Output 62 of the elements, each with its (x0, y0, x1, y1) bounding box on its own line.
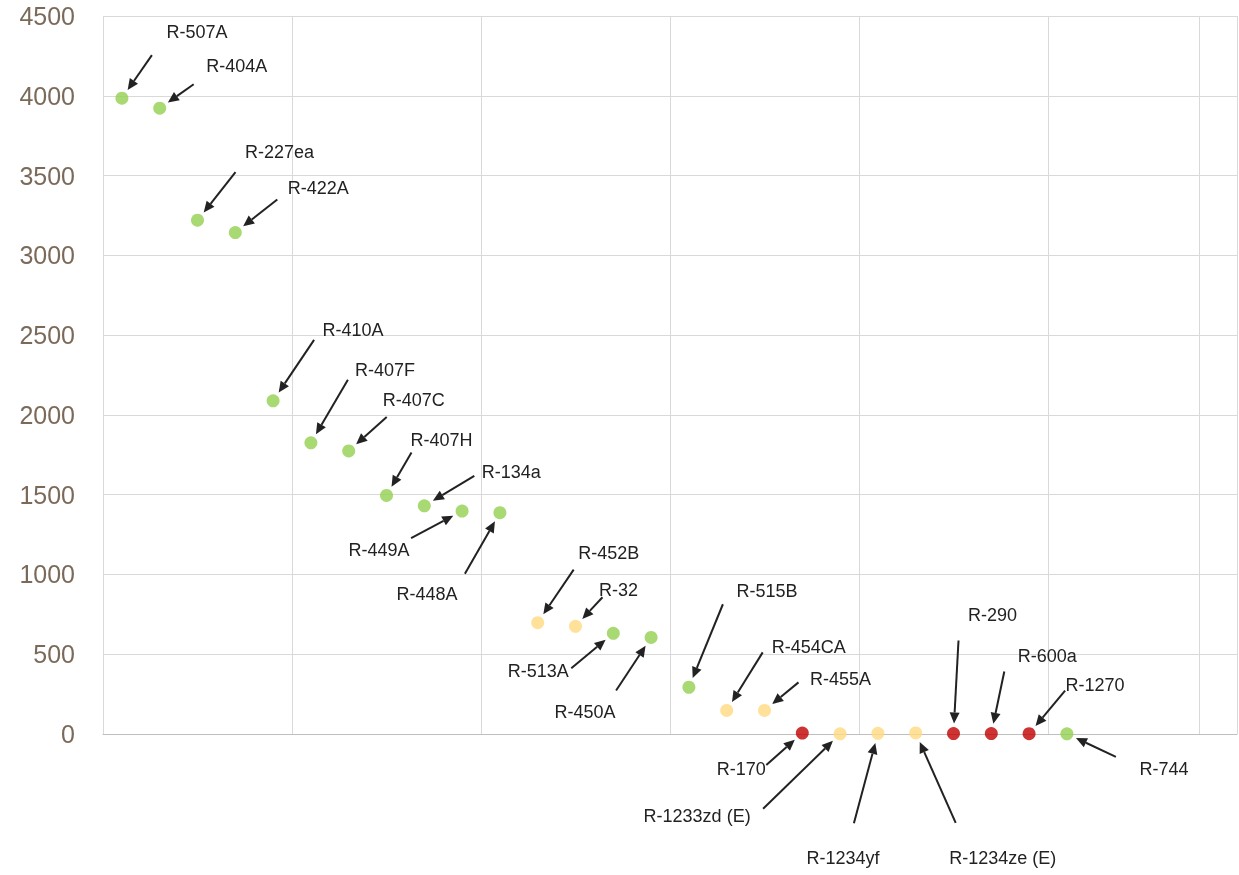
point (909, 726, 923, 740)
y-tick-label: 500 (33, 640, 75, 669)
annotation: R-410A (322, 319, 384, 340)
point (833, 727, 847, 741)
annotation: R-600a (1017, 645, 1078, 666)
point (493, 506, 507, 520)
point (153, 101, 167, 115)
text: R-170 (716, 759, 766, 780)
y-tick-label: 2500 (19, 321, 75, 350)
y-tick-label: 2000 (19, 400, 75, 429)
annotation: R-422A (287, 177, 349, 198)
annotation: R-452B (578, 542, 640, 563)
text: R-1233zd (E) (643, 805, 751, 826)
point (1060, 727, 1074, 741)
point (758, 703, 771, 717)
annotation: R-290 (967, 604, 1018, 625)
annotation: R-407C (382, 389, 445, 410)
annotation: R-407H (410, 430, 473, 451)
point (266, 394, 280, 408)
point (531, 616, 545, 630)
annotation: R-455A (809, 669, 872, 690)
y-tick-label: 3000 (19, 241, 75, 270)
point (304, 436, 318, 450)
point (455, 504, 469, 518)
text: R-744 (1139, 758, 1189, 779)
text: R-1234ze (E) (949, 847, 1057, 868)
y-tick-label: 4000 (19, 81, 75, 110)
annotation: R-449A (348, 540, 410, 561)
y-tick-label: 4500 (19, 2, 75, 30)
annotation: R-32 (598, 580, 639, 601)
point (795, 726, 809, 740)
annotation: R-134a (481, 461, 542, 482)
point (191, 213, 204, 227)
point (115, 91, 129, 105)
annotation: R-1270 (1065, 674, 1125, 695)
annotation: R-448A (396, 583, 458, 604)
text: R-1234yf (806, 848, 881, 869)
point (606, 626, 620, 640)
y-tick-label: 3500 (19, 161, 75, 190)
y-tick-label: 1500 (19, 480, 75, 509)
point (682, 680, 696, 694)
y-tick-label: 0 (61, 720, 75, 748)
annotation: R-507A (166, 22, 228, 43)
annotation: R-450A (554, 702, 616, 723)
annotation: R-513A (507, 661, 569, 682)
y-tick-label: 1000 (19, 560, 75, 589)
point (417, 499, 431, 513)
point (1022, 727, 1036, 741)
point (644, 630, 658, 644)
annotation: R-407F (354, 359, 415, 380)
point (871, 726, 885, 740)
annotation: R-227ea (244, 142, 316, 163)
point (380, 488, 393, 502)
point (947, 727, 960, 741)
point (569, 619, 582, 633)
point (342, 444, 356, 458)
point (228, 226, 242, 240)
point (720, 703, 734, 717)
annotation: R-515B (736, 581, 798, 602)
annotation: R-454CA (771, 637, 846, 658)
annotation: R-404A (206, 56, 268, 77)
point (984, 727, 998, 741)
